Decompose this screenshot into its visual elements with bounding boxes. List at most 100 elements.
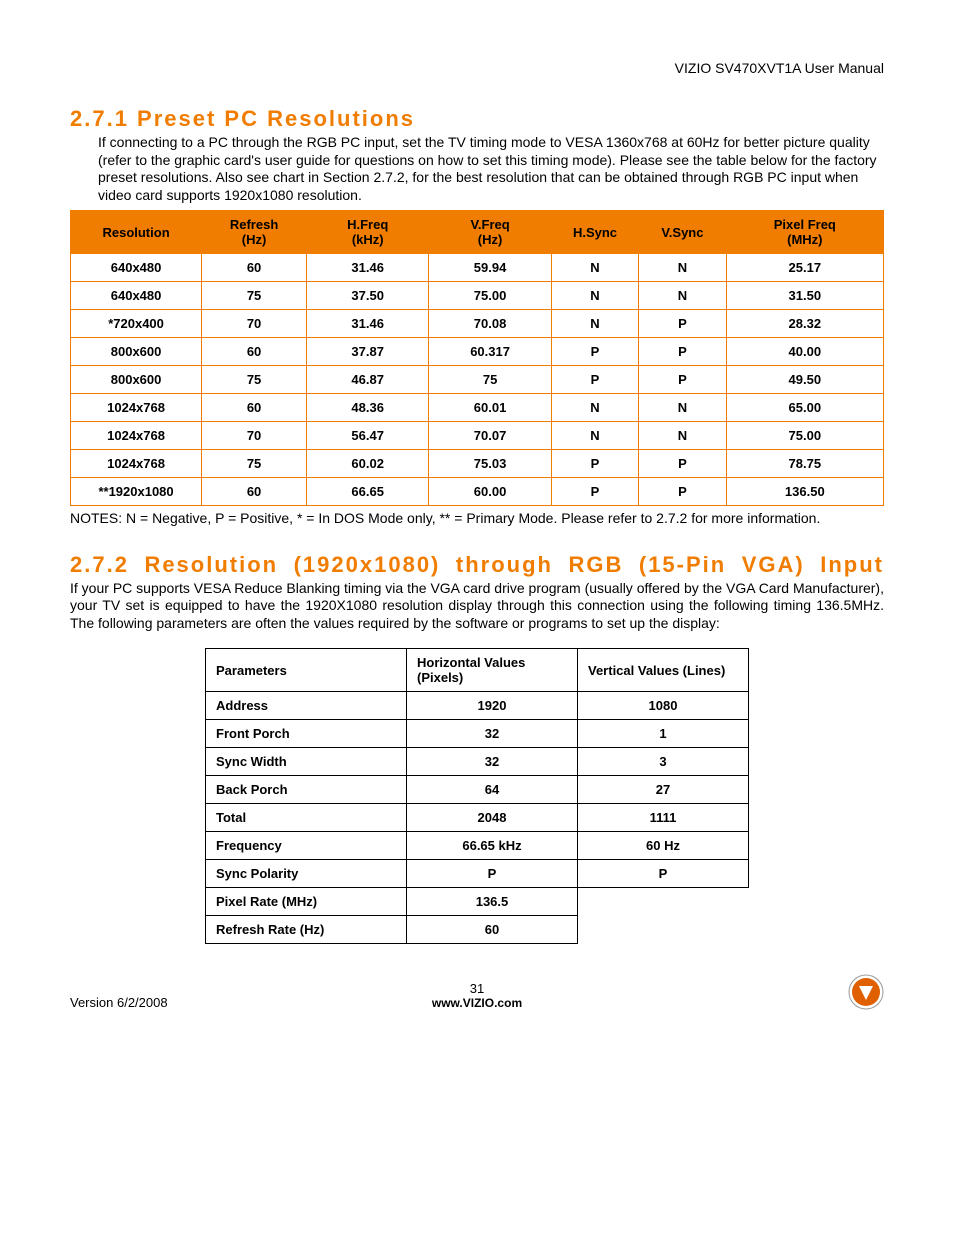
table-cell: 40.00 (726, 338, 883, 366)
table-cell: Pixel Rate (MHz) (206, 888, 407, 916)
table-cell: 75 (202, 450, 307, 478)
table-header-cell: Refresh (Hz) (202, 211, 307, 254)
table-cell: N (551, 394, 638, 422)
table-cell: 31.50 (726, 282, 883, 310)
table-header-cell: H.Freq (kHz) (307, 211, 429, 254)
table-header-cell: Vertical Values (Lines) (578, 649, 749, 692)
table-cell: 1024x768 (71, 394, 202, 422)
section-271-notes: NOTES: N = Negative, P = Positive, * = I… (70, 510, 884, 528)
table-cell: P (639, 338, 726, 366)
table-cell: N (551, 310, 638, 338)
table-cell: 136.50 (726, 478, 883, 506)
table-row: Sync Width323 (206, 748, 749, 776)
table-cell: 31.46 (307, 310, 429, 338)
table-cell: 66.65 kHz (407, 832, 578, 860)
table-cell: 75.00 (429, 282, 551, 310)
table-cell: 1024x768 (71, 450, 202, 478)
table-cell: Sync Polarity (206, 860, 407, 888)
footer-url: www.VIZIO.com (341, 996, 612, 1010)
table-cell: Front Porch (206, 720, 407, 748)
table-cell: 60.01 (429, 394, 551, 422)
vizio-logo-icon (848, 974, 884, 1010)
table-cell: 59.94 (429, 254, 551, 282)
table-cell: Address (206, 692, 407, 720)
table-row: 1024x7686048.3660.01NN65.00 (71, 394, 884, 422)
table-cell: 75 (429, 366, 551, 394)
table-header-cell: Resolution (71, 211, 202, 254)
table-cell: Sync Width (206, 748, 407, 776)
page-footer: Version 6/2/2008 31 www.VIZIO.com (70, 974, 884, 1010)
table-cell: P (551, 338, 638, 366)
table-row: 640x4807537.5075.00NN31.50 (71, 282, 884, 310)
table-cell: 75.03 (429, 450, 551, 478)
table-cell: 70 (202, 310, 307, 338)
table-cell: P (639, 366, 726, 394)
table-cell: Frequency (206, 832, 407, 860)
manual-title: VIZIO SV470XVT1A User Manual (70, 60, 884, 76)
table-row: 800x6007546.8775PP49.50 (71, 366, 884, 394)
table-cell: Refresh Rate (Hz) (206, 916, 407, 944)
table-cell: P (551, 450, 638, 478)
table-cell: 640x480 (71, 282, 202, 310)
table-cell: 65.00 (726, 394, 883, 422)
table-cell: 1 (578, 720, 749, 748)
table-cell: 3 (578, 748, 749, 776)
table-cell: 136.5 (407, 888, 578, 916)
table-row: Address19201080 (206, 692, 749, 720)
table-cell: P (639, 478, 726, 506)
table-row: Sync PolarityPP (206, 860, 749, 888)
table-cell: 70.07 (429, 422, 551, 450)
table-cell: 49.50 (726, 366, 883, 394)
section-272-paragraph: If your PC supports VESA Reduce Blanking… (70, 580, 884, 633)
table-cell: 60 (202, 254, 307, 282)
table-cell: 1024x768 (71, 422, 202, 450)
table-row: 1024x7687560.0275.03PP78.75 (71, 450, 884, 478)
table-cell: N (551, 282, 638, 310)
empty-cell (578, 888, 749, 916)
table-cell: 32 (407, 720, 578, 748)
table-cell: P (407, 860, 578, 888)
table-row: 1024x7687056.4770.07NN75.00 (71, 422, 884, 450)
table-cell: Total (206, 804, 407, 832)
table-cell: Back Porch (206, 776, 407, 804)
table-cell: 70 (202, 422, 307, 450)
table-cell: P (639, 450, 726, 478)
table-cell: N (639, 254, 726, 282)
table-row: **1920x10806066.6560.00PP136.50 (71, 478, 884, 506)
footer-page-number: 31 (341, 981, 612, 996)
table-cell: 1111 (578, 804, 749, 832)
table-cell: 56.47 (307, 422, 429, 450)
empty-cell (578, 916, 749, 944)
table-row: Total20481111 (206, 804, 749, 832)
table-cell: 37.50 (307, 282, 429, 310)
table-row: 800x6006037.8760.317PP40.00 (71, 338, 884, 366)
table-header-cell: V.Sync (639, 211, 726, 254)
footer-version: Version 6/2/2008 (70, 995, 341, 1010)
table-cell: 27 (578, 776, 749, 804)
table-cell: 60.317 (429, 338, 551, 366)
table-row: Refresh Rate (Hz)60 (206, 916, 749, 944)
table-header-cell: H.Sync (551, 211, 638, 254)
table-cell: N (551, 422, 638, 450)
table-header-cell: V.Freq (Hz) (429, 211, 551, 254)
table-cell: 28.32 (726, 310, 883, 338)
table-cell: 640x480 (71, 254, 202, 282)
table-row: Front Porch321 (206, 720, 749, 748)
table-cell: 60.02 (307, 450, 429, 478)
table-cell: 46.87 (307, 366, 429, 394)
table-cell: 75 (202, 282, 307, 310)
table-cell: 31.46 (307, 254, 429, 282)
table-cell: 1920 (407, 692, 578, 720)
table-cell: 64 (407, 776, 578, 804)
section-272-heading: 2.7.2 Resolution (1920x1080) through RGB… (70, 552, 884, 578)
table-cell: 60 (407, 916, 578, 944)
table-cell: **1920x1080 (71, 478, 202, 506)
table-cell: 48.36 (307, 394, 429, 422)
table-row: Back Porch6427 (206, 776, 749, 804)
table-cell: N (639, 422, 726, 450)
table-row: Pixel Rate (MHz)136.5 (206, 888, 749, 916)
table-cell: N (639, 394, 726, 422)
preset-resolutions-table: ResolutionRefresh (Hz)H.Freq (kHz)V.Freq… (70, 210, 884, 506)
table-cell: 60 Hz (578, 832, 749, 860)
table-cell: 75 (202, 366, 307, 394)
